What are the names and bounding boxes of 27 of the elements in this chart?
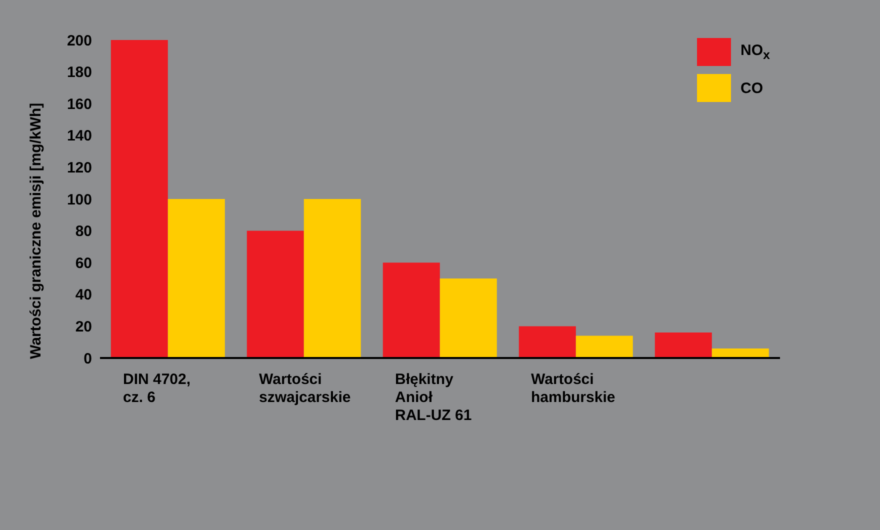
y-tick-label: 180: [66, 64, 92, 82]
y-tick-label: 20: [75, 318, 92, 336]
bar: [246, 230, 304, 358]
bar: [110, 40, 168, 358]
y-tick-label: 120: [66, 160, 92, 177]
legend-label: CO: [740, 80, 764, 96]
x-tick-label: Wartości hamburskie: [531, 371, 616, 406]
y-tick-label: 60: [75, 254, 92, 272]
x-tick-label: Błękitny Anioł RAL-UZ 61: [395, 371, 472, 424]
bar: [654, 332, 712, 358]
bar: [304, 199, 361, 358]
y-tick-label: 80: [75, 223, 92, 240]
y-tick-label: 200: [66, 32, 92, 50]
y-axis-title: Wartości graniczne emisji [mg/kWh]: [27, 102, 44, 359]
bar: [168, 199, 225, 358]
y-tick-label: 0: [84, 350, 92, 368]
legend-label: NO$_{x}$: [740, 42, 770, 62]
bar: [576, 336, 633, 358]
bar: [382, 262, 440, 358]
y-tick-label: 140: [66, 128, 92, 145]
y-tick-label: 100: [66, 191, 92, 208]
x-tick-label: DIN 4702, cz. 6: [123, 371, 191, 406]
x-tick-label: Wartości szwajcarskie: [259, 371, 351, 406]
bar: [518, 326, 576, 358]
y-tick-label: 160: [66, 96, 92, 113]
bar: [440, 278, 497, 358]
y-tick-label: 40: [75, 286, 92, 304]
